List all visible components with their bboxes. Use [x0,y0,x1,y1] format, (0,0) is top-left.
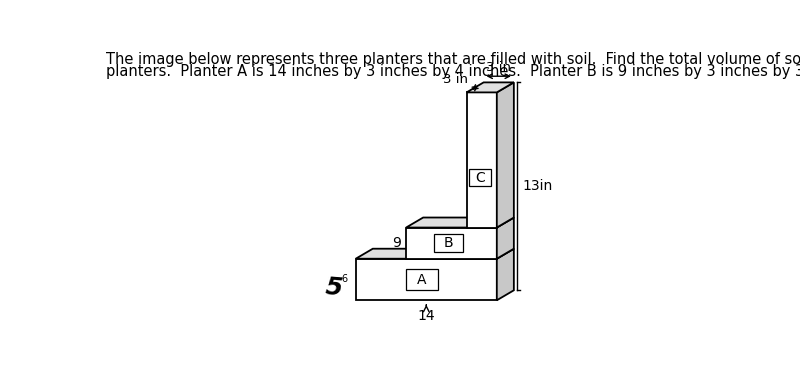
Bar [470,169,491,186]
Text: B: B [444,236,454,250]
Polygon shape [356,259,497,300]
Text: The image below represents three planters that are filled with soil.  Find the t: The image below represents three planter… [106,52,800,67]
Text: 6: 6 [342,274,348,284]
Text: 9: 9 [393,236,402,250]
Text: 3 in: 3 in [486,61,511,74]
Polygon shape [356,249,514,259]
Polygon shape [497,249,514,300]
Text: C: C [475,171,485,184]
Polygon shape [466,92,497,228]
Text: 14: 14 [418,309,435,323]
Text: 13in: 13in [522,179,553,193]
Polygon shape [406,228,497,259]
Bar [434,234,463,253]
Text: A: A [418,273,426,286]
Bar [406,269,438,290]
Polygon shape [497,218,514,259]
Polygon shape [406,218,514,228]
Text: 3 in: 3 in [443,73,468,86]
Polygon shape [466,82,514,92]
Polygon shape [497,82,514,228]
Text: planters.  Planter A is 14 inches by 3 inches by 4 inches.  Planter B is 9 inche: planters. Planter A is 14 inches by 3 in… [106,64,800,79]
Text: 5: 5 [324,275,344,301]
